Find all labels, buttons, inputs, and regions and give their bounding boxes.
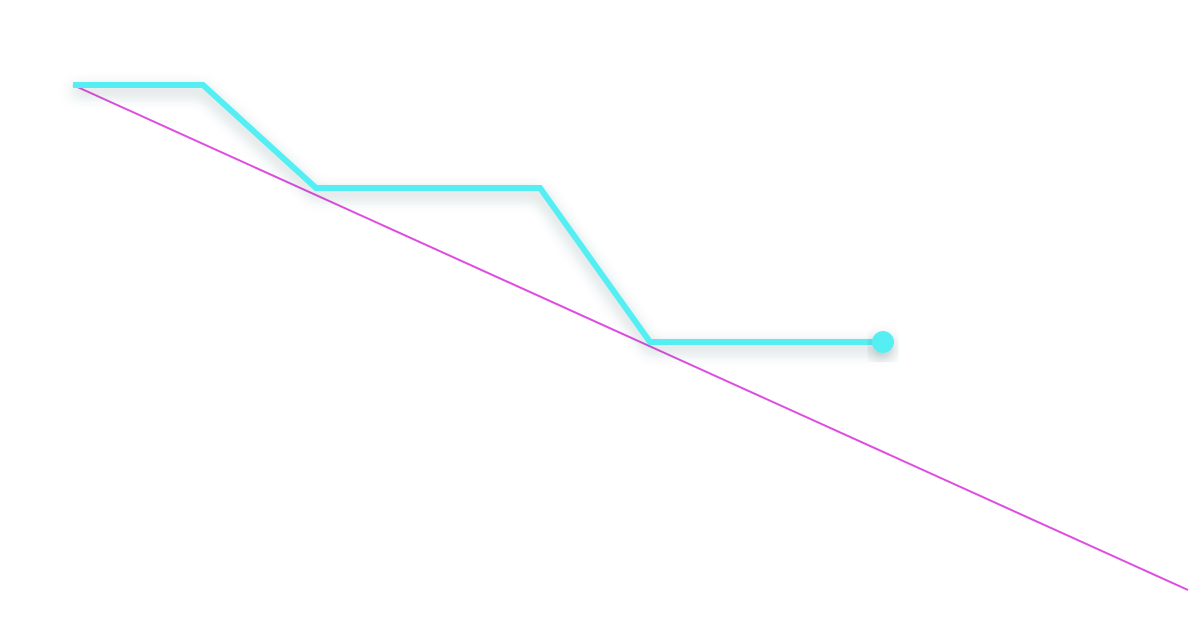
plot-area <box>72 82 1189 591</box>
end-point-marker <box>872 331 894 353</box>
series-line-step <box>73 82 883 345</box>
series-line-trend <box>72 84 1189 591</box>
